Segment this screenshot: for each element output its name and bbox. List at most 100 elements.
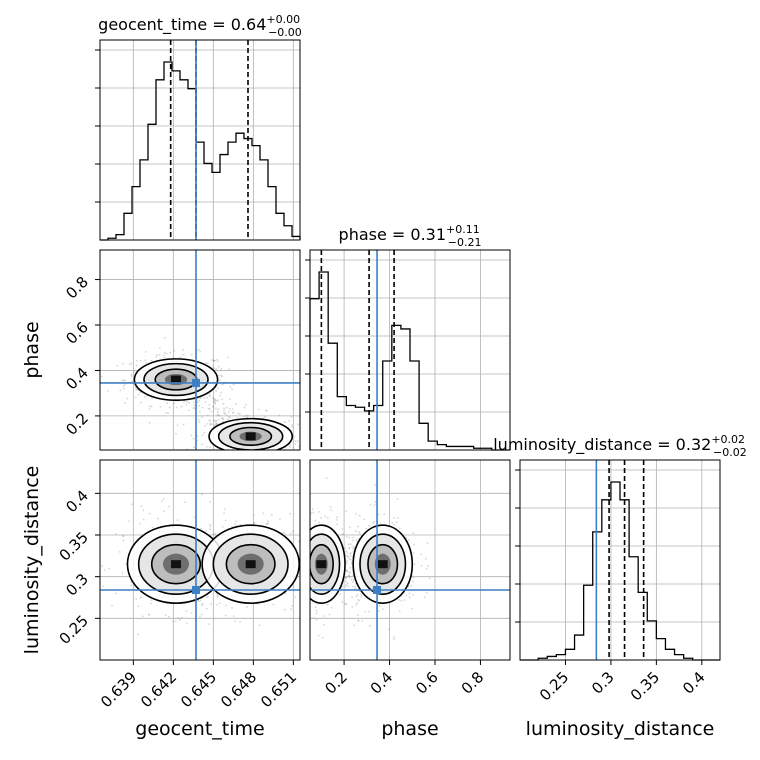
histogram-geocent_time: [100, 61, 301, 241]
sample-point: [303, 569, 305, 571]
sample-point: [214, 407, 217, 410]
sample-point: [148, 512, 151, 515]
x-tick-label: 0.6: [412, 668, 442, 698]
sample-point: [220, 454, 222, 456]
sample-point: [148, 614, 150, 616]
sample-point: [150, 602, 152, 605]
density-peak: [316, 560, 327, 569]
sample-point: [181, 353, 184, 356]
sample-point: [179, 356, 182, 359]
sample-point: [140, 359, 142, 362]
sample-point: [166, 402, 169, 405]
sample-point: [424, 557, 427, 560]
sample-point: [141, 615, 144, 618]
sample-point: [209, 422, 212, 425]
sample-point: [301, 573, 303, 575]
y-axis-label: phase: [21, 321, 43, 378]
sample-point: [411, 593, 414, 596]
sample-point: [212, 359, 215, 362]
sample-point: [178, 619, 181, 621]
sample-point: [306, 549, 308, 551]
sample-point: [342, 533, 345, 535]
sample-point: [135, 396, 137, 399]
sample-point: [307, 564, 309, 566]
contour-line: [212, 533, 289, 595]
sample-point: [231, 388, 233, 391]
sample-point: [199, 599, 202, 602]
sample-point: [303, 555, 305, 557]
sample-point: [122, 385, 125, 388]
sample-point: [412, 577, 415, 579]
hist-panel-phase: phase = 0.31+0.11 −0.21: [305, 223, 511, 451]
sample-point: [209, 446, 212, 449]
panel-frame: [309, 249, 511, 451]
sample-point: [307, 537, 309, 539]
truth-marker: [373, 586, 382, 594]
sample-point: [398, 527, 401, 530]
sample-point: [208, 623, 211, 626]
sample-point: [360, 595, 363, 598]
x-tick-label: 0.25: [536, 668, 572, 704]
sample-point: [150, 599, 153, 602]
sample-point: [349, 543, 352, 546]
sample-point: [361, 620, 364, 622]
sample-point: [235, 520, 238, 523]
x-axis-label: phase: [381, 718, 438, 740]
density-peak: [377, 560, 388, 569]
sample-point: [122, 387, 125, 390]
sample-point: [206, 362, 209, 365]
sample-point: [199, 350, 202, 353]
sample-point: [205, 607, 208, 610]
sample-point: [426, 565, 429, 567]
sample-point: [185, 610, 188, 612]
sample-point: [167, 615, 170, 618]
x-axis-label: luminosity_distance: [526, 718, 715, 740]
sample-point: [121, 379, 124, 382]
sample-point: [223, 412, 226, 415]
sample-point: [148, 421, 151, 424]
sample-point: [283, 531, 286, 534]
sample-point: [212, 366, 215, 369]
sample-point: [356, 602, 359, 605]
sample-point: [289, 443, 292, 446]
sample-point: [216, 594, 219, 597]
sample-point: [270, 452, 272, 454]
y-tick-label: 0.4: [62, 364, 92, 394]
sample-point: [164, 614, 167, 617]
sample-point: [246, 606, 248, 608]
sample-point: [262, 512, 265, 515]
sample-point: [283, 421, 286, 423]
sample-point: [393, 523, 396, 526]
contour-line: [310, 543, 334, 585]
sample-point: [305, 520, 307, 522]
sample-point: [130, 375, 133, 378]
sample-point: [209, 528, 212, 531]
sample-point: [183, 400, 186, 403]
sample-point: [156, 517, 159, 520]
sample-point: [216, 603, 218, 606]
sample-point: [201, 434, 204, 437]
sample-point: [214, 401, 217, 404]
sample-point: [303, 561, 305, 563]
sample-point: [206, 414, 209, 417]
sample-point: [214, 402, 217, 405]
sample-point: [304, 564, 306, 566]
sample-point: [135, 388, 137, 391]
sample-point: [372, 522, 375, 525]
sample-point: [302, 413, 304, 415]
sample-point: [213, 399, 216, 402]
sample-point: [116, 365, 119, 367]
sample-point: [253, 522, 256, 525]
sample-point: [349, 552, 352, 555]
panel-content: [301, 477, 431, 641]
sample-point: [216, 596, 219, 599]
sample-point: [426, 542, 429, 545]
sample-point: [214, 453, 216, 455]
sample-point: [243, 452, 245, 454]
sample-point: [368, 610, 370, 613]
y-tick-label: 0.8: [62, 273, 92, 303]
sample-point: [232, 411, 235, 414]
sample-point: [291, 426, 294, 428]
sample-point: [221, 398, 224, 401]
